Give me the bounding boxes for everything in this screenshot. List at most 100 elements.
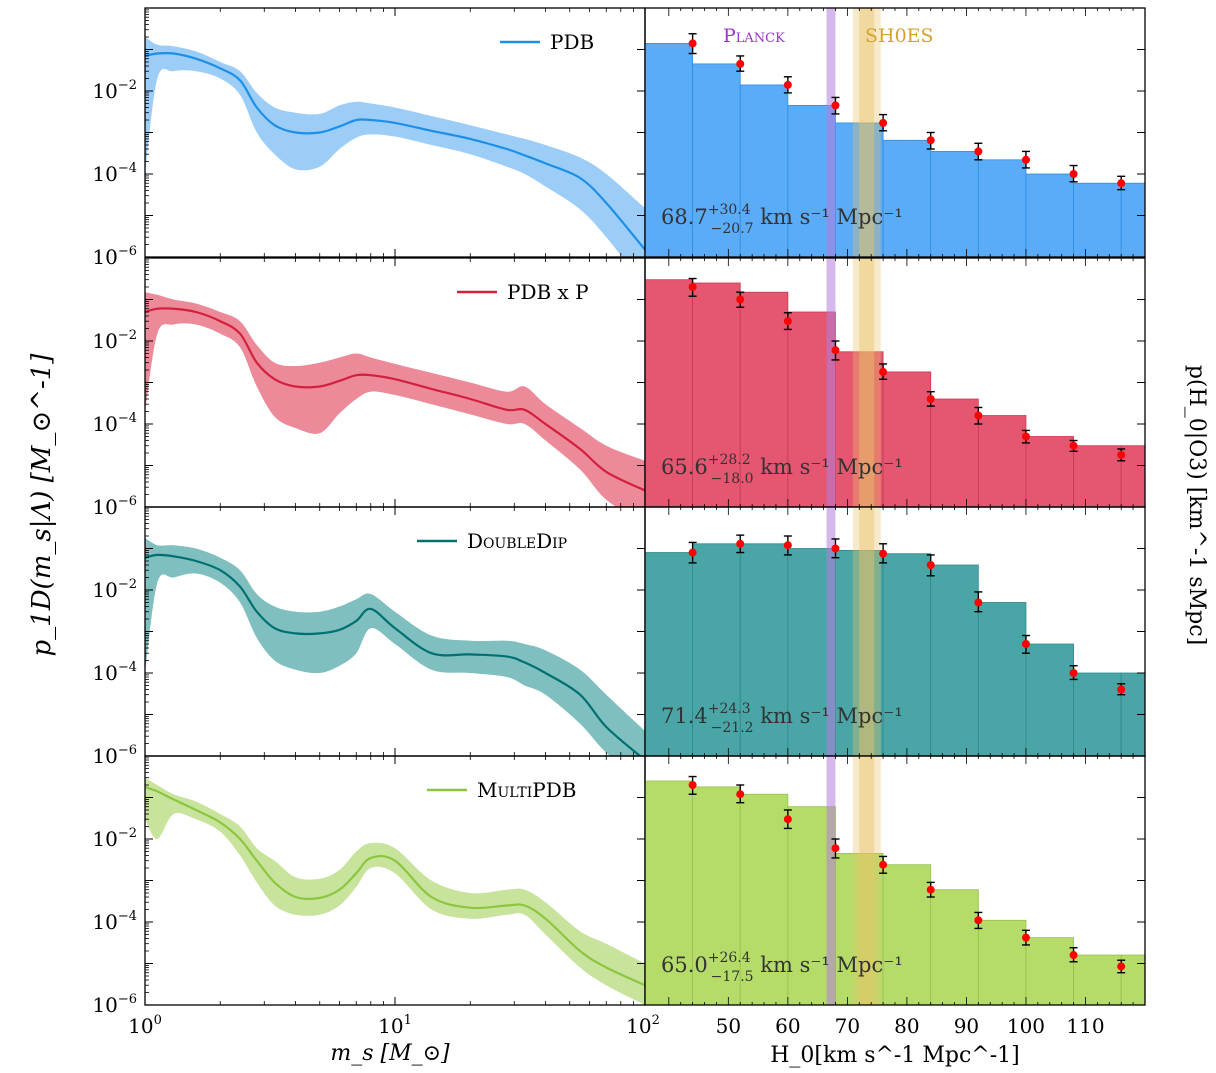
- data-point: [927, 136, 935, 144]
- hubble-posterior-panels: 68.7+30.4 −20.7 km s⁻¹ Mpc⁻¹ 65.6+28.2 −18.…: [645, 8, 1145, 1005]
- y-tick-label: 10−4: [92, 161, 137, 186]
- credible-band: [145, 778, 645, 1005]
- left-y-axis-label: p_1D(m_s|Λ) [M_⊙^-1]: [27, 353, 57, 657]
- left-x-axis-label: m_s [M_⊙]: [330, 1041, 450, 1066]
- histogram-bar: [931, 399, 979, 507]
- data-point: [974, 916, 982, 924]
- legend-label: PDB: [550, 30, 594, 54]
- data-point: [689, 39, 697, 47]
- histogram-bar: [931, 890, 979, 1005]
- y-tick-label: 10−6: [92, 743, 137, 768]
- x-tick-label: 70: [835, 1014, 860, 1038]
- data-point: [784, 317, 792, 325]
- x-tick-label: 100: [128, 1013, 162, 1038]
- hubble-panel-4: 65.0+26.4 −17.5 km s⁻¹ Mpc⁻¹: [645, 756, 1145, 1005]
- data-point: [1022, 156, 1030, 164]
- shoes-label: SH0ES: [865, 25, 934, 47]
- data-point: [879, 550, 887, 558]
- histogram-bar: [931, 151, 979, 257]
- data-point: [1117, 962, 1125, 970]
- data-point: [831, 844, 839, 852]
- histogram-bar: [1074, 446, 1122, 507]
- x-tick-label: 60: [775, 1014, 800, 1038]
- data-point: [974, 598, 982, 606]
- histogram-bar: [931, 565, 979, 756]
- x-tick-label: 110: [1066, 1014, 1104, 1038]
- y-tick-label: 10−2: [92, 328, 137, 353]
- histogram-bar: [978, 920, 1026, 1005]
- data-point: [1070, 669, 1078, 677]
- histogram-bar: [1121, 955, 1145, 1005]
- data-point: [1117, 451, 1125, 459]
- data-point: [927, 886, 935, 894]
- data-point: [1022, 640, 1030, 648]
- histogram-bar: [1026, 938, 1074, 1005]
- data-point: [784, 541, 792, 549]
- mass-panel-3: 10−6 10−4 10−2 DoubleDip: [92, 507, 645, 785]
- hubble-panel-2: 65.6+28.2 −18.0 km s⁻¹ Mpc⁻¹: [645, 258, 1145, 507]
- median-line: [145, 555, 645, 760]
- y-tick-label: 10−6: [92, 494, 137, 519]
- y-tick-label: 10−2: [92, 826, 137, 851]
- histogram-bar: [1074, 673, 1122, 756]
- x-tick-label: 101: [378, 1013, 412, 1038]
- data-point: [1070, 951, 1078, 959]
- data-point: [879, 861, 887, 869]
- histogram-bar: [883, 372, 931, 507]
- data-point: [1070, 170, 1078, 178]
- data-point: [736, 540, 744, 548]
- planck-label: Planck: [723, 25, 785, 47]
- data-point: [689, 283, 697, 291]
- histogram-bar: [883, 865, 931, 1005]
- histogram-bar: [1026, 174, 1074, 257]
- right-y-axis-label: p(H_0|O3) [km^-1 sMpc]: [1184, 365, 1209, 645]
- histogram-bar: [1074, 183, 1122, 257]
- y-tick-label: 10−4: [92, 909, 137, 934]
- data-point: [1070, 442, 1078, 450]
- y-tick-label: 10−2: [92, 78, 137, 103]
- data-point: [879, 119, 887, 127]
- x-tick-label: 102: [626, 1013, 660, 1038]
- data-point: [1117, 179, 1125, 187]
- histogram-bar: [978, 602, 1026, 756]
- legend-label: PDB x P: [507, 280, 589, 304]
- hubble-panel-3: 71.4+24.3 −21.2 km s⁻¹ Mpc⁻¹: [645, 507, 1145, 756]
- histogram-bar: [978, 416, 1026, 507]
- histogram-bar: [978, 160, 1026, 257]
- credible-band: [145, 538, 645, 785]
- mass-panel-4: 10−610−410−2MultiPDB: [92, 756, 645, 1017]
- y-tick-label: 10−2: [92, 577, 137, 602]
- mass-panel-2: 10−6 10−4 10−2 PDB x P: [92, 258, 645, 524]
- data-point: [784, 815, 792, 823]
- x-tick-label: 80: [894, 1014, 919, 1038]
- data-point: [1022, 432, 1030, 440]
- data-point: [736, 790, 744, 798]
- median-line: [145, 53, 645, 250]
- x-tick-label: 50: [716, 1014, 741, 1038]
- data-point: [831, 346, 839, 354]
- legend-label: DoubleDip: [467, 529, 567, 553]
- data-point: [784, 81, 792, 89]
- data-point: [736, 296, 744, 304]
- histogram-bar: [1026, 436, 1074, 507]
- histogram-bar: [883, 140, 931, 257]
- y-tick-label: 10−4: [92, 660, 137, 685]
- data-point: [736, 60, 744, 68]
- mass-panel-1: 10−6 10−4 10−2 PDB: [92, 8, 645, 286]
- data-point: [974, 147, 982, 155]
- data-point: [927, 395, 935, 403]
- x-tick-label: 100: [1007, 1014, 1045, 1038]
- histogram-bar: [1121, 183, 1145, 257]
- data-point: [927, 561, 935, 569]
- y-tick-label: 10−4: [92, 411, 137, 436]
- histogram-bar: [1026, 644, 1074, 756]
- data-point: [689, 549, 697, 557]
- legend-label: MultiPDB: [477, 778, 577, 802]
- data-point: [974, 412, 982, 420]
- data-point: [1117, 686, 1125, 694]
- data-point: [1022, 934, 1030, 942]
- y-tick-label: 10−6: [92, 244, 137, 269]
- data-point: [689, 781, 697, 789]
